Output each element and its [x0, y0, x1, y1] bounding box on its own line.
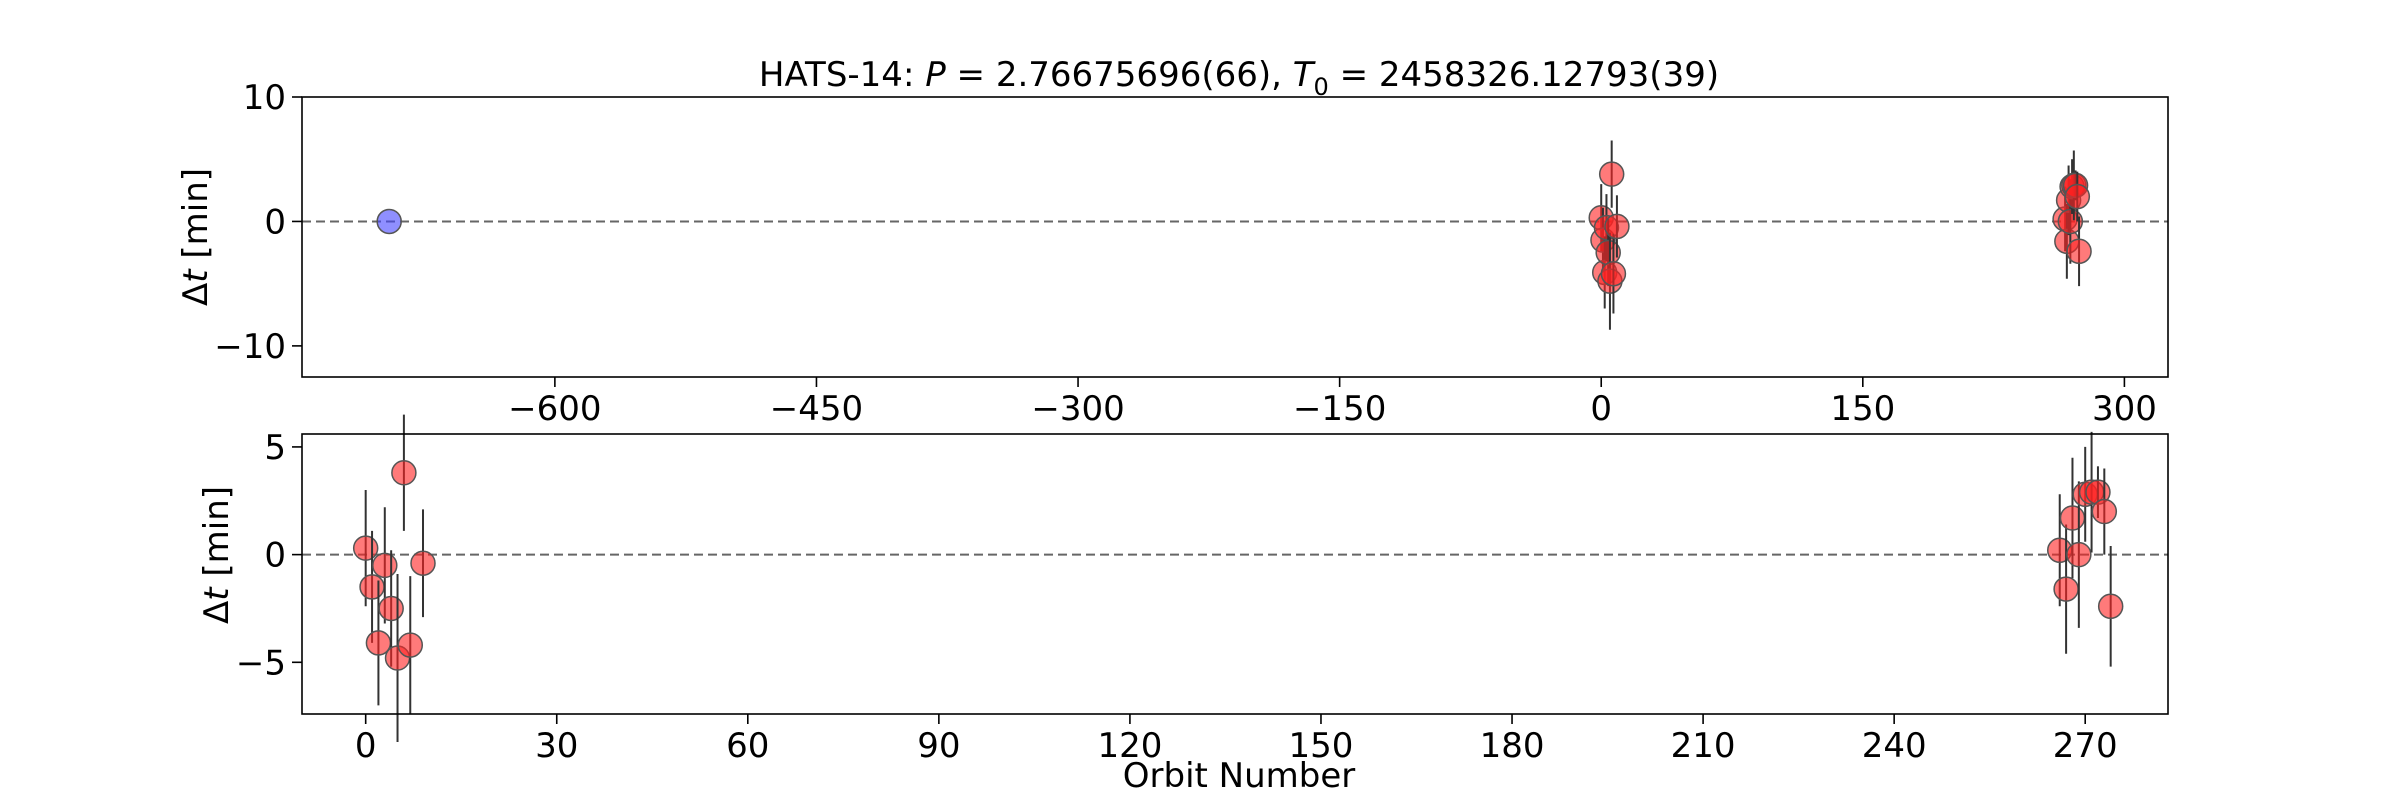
- x-tick-label: 210: [1671, 726, 1736, 766]
- data-point: [397, 632, 424, 658]
- top-panel-y-axis-label: Δt [min]: [176, 168, 216, 306]
- x-tick-label: 60: [726, 726, 769, 766]
- title-p-symbol: P: [925, 55, 946, 95]
- top-y-label-var: t: [176, 268, 216, 283]
- data-point: [376, 208, 402, 235]
- data-point: [2066, 541, 2092, 568]
- x-tick-label: −450: [770, 389, 863, 429]
- data-point: [2091, 498, 2118, 525]
- plot-frame: [301, 433, 2169, 715]
- top-y-label-delta: Δ: [176, 283, 216, 306]
- y-tick-label: −5: [236, 643, 286, 683]
- title-t-subscript: 0: [1314, 73, 1329, 101]
- data-point: [352, 535, 379, 561]
- y-tick-label: 0: [264, 202, 286, 242]
- data-point: [2053, 576, 2079, 602]
- x-tick-label: 240: [1862, 726, 1927, 766]
- data-point: [1600, 260, 1627, 287]
- data-point: [1604, 213, 1630, 240]
- x-tick-label: −300: [1031, 389, 1124, 429]
- y-tick-label: 0: [264, 536, 286, 576]
- bottom-y-label-var: t: [197, 586, 237, 601]
- plot-frame: [301, 96, 2169, 378]
- x-tick-label: 150: [1289, 726, 1354, 766]
- top-panel: −600 −450 −300 −150 0 150 300 10 0 −10: [214, 78, 2169, 429]
- x-tick-label: 180: [1480, 726, 1545, 766]
- y-tick-label: 10: [243, 78, 286, 118]
- bottom-panel-x-axis-label: Orbit Number: [1123, 756, 1356, 796]
- title-t-value: = 2458326.12793(39): [1329, 55, 1719, 95]
- data-point: [359, 574, 385, 600]
- x-tick-label: 150: [1830, 389, 1895, 429]
- bottom-y-label-delta: Δ: [197, 601, 237, 624]
- x-tick-label: 270: [2053, 726, 2118, 766]
- y-tick-label: −10: [214, 327, 286, 367]
- bottom-panel: 0 30 60 90 120 150 180 210 240 270 5 0 −5: [236, 414, 2169, 766]
- data-point: [2097, 593, 2124, 620]
- x-tick-label: 90: [917, 726, 960, 766]
- data-point: [372, 552, 398, 579]
- x-tick-label: 0: [355, 726, 377, 766]
- data-point: [2059, 505, 2086, 531]
- x-tick-label: 300: [2092, 389, 2157, 429]
- y-tick-label: 5: [264, 428, 286, 468]
- title-p-value: = 2.76675696(66),: [946, 55, 1293, 95]
- x-tick-label: −600: [508, 389, 601, 429]
- x-tick-label: −150: [1293, 389, 1386, 429]
- x-tick-label: 120: [1097, 726, 1162, 766]
- data-point: [391, 460, 417, 486]
- data-point: [378, 595, 404, 622]
- title-prefix: HATS-14:: [759, 55, 925, 95]
- data-point: [2064, 183, 2091, 210]
- x-tick-label: 0: [1590, 389, 1612, 429]
- title-t-symbol: T: [1293, 55, 1316, 95]
- chart-title: HATS-14: P = 2.76675696(66), T0 = 245832…: [759, 55, 1719, 101]
- data-point: [410, 550, 436, 576]
- x-tick-label: 30: [535, 726, 578, 766]
- bottom-y-label-unit: [min]: [197, 486, 237, 587]
- bottom-panel-y-axis-label: Δt [min]: [197, 486, 237, 624]
- data-point: [1598, 161, 1625, 187]
- data-point: [2066, 238, 2092, 265]
- top-y-label-unit: [min]: [176, 168, 216, 269]
